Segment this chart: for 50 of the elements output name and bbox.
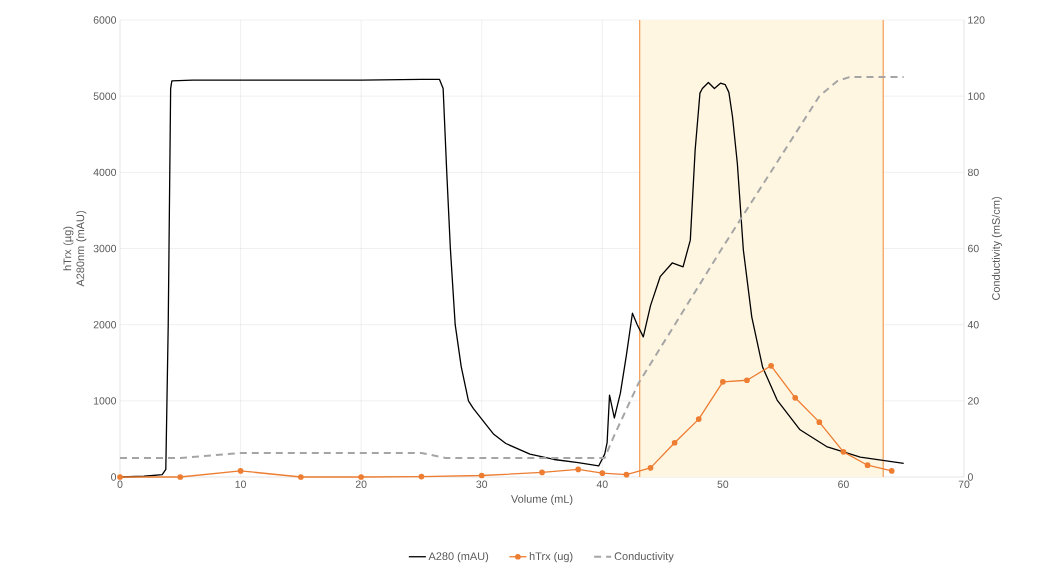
y-tick-label: 1000 bbox=[94, 397, 117, 405]
x-tick-label: 70 bbox=[958, 480, 970, 488]
y2-tick-label: 100 bbox=[968, 92, 985, 100]
x-tick-label: 60 bbox=[838, 480, 849, 488]
legend-label: hTrx (ug) bbox=[529, 552, 573, 563]
point bbox=[298, 474, 304, 480]
point bbox=[117, 474, 123, 480]
point bbox=[816, 419, 823, 426]
y-tick-label: 3000 bbox=[93, 244, 117, 253]
point bbox=[478, 472, 485, 479]
x-tick-label: 30 bbox=[476, 480, 488, 488]
point bbox=[599, 470, 606, 477]
point bbox=[888, 468, 895, 474]
y2-axis-title: Conductivity (mS/cm) bbox=[991, 197, 1003, 300]
point bbox=[358, 474, 364, 480]
point bbox=[744, 377, 750, 384]
point bbox=[647, 465, 654, 471]
x-tick-label: 50 bbox=[717, 480, 729, 488]
y-tick-label: 5000 bbox=[93, 92, 117, 100]
y2-tick-label: 40 bbox=[967, 320, 979, 329]
point bbox=[720, 378, 726, 385]
y-tick-label: 2000 bbox=[93, 320, 117, 329]
point bbox=[237, 468, 244, 474]
legend-label: Conductivity bbox=[614, 552, 674, 563]
y2-tick-label: 120 bbox=[968, 16, 985, 24]
point bbox=[575, 466, 582, 473]
point bbox=[539, 469, 545, 476]
point bbox=[840, 449, 847, 455]
point bbox=[623, 471, 630, 478]
legend-label: A280 (mAU) bbox=[428, 552, 489, 563]
point bbox=[671, 439, 678, 446]
x-axis-title: Volume (mL) bbox=[510, 494, 573, 505]
y2-tick-label: 20 bbox=[968, 397, 979, 405]
y2-tick-label: 80 bbox=[967, 168, 979, 177]
x-tick-label: 20 bbox=[355, 480, 367, 488]
y-tick-label: 6000 bbox=[93, 16, 117, 24]
x-tick-label: 0 bbox=[117, 480, 123, 488]
x-tick-label: 40 bbox=[596, 480, 608, 488]
y-axis-title: hTrx (µg) A280nm (mAU) bbox=[63, 211, 87, 287]
y2-tick-label: 60 bbox=[968, 244, 979, 253]
x-tick-label: 10 bbox=[235, 480, 246, 488]
point bbox=[768, 362, 774, 369]
point bbox=[177, 474, 184, 480]
y-tick-label: 4000 bbox=[93, 168, 117, 177]
y2-tick-label: 0 bbox=[967, 473, 973, 481]
point bbox=[864, 462, 871, 469]
point bbox=[792, 394, 799, 401]
point bbox=[695, 416, 702, 422]
point bbox=[418, 473, 425, 480]
y-tick-label: 0 bbox=[111, 473, 117, 481]
